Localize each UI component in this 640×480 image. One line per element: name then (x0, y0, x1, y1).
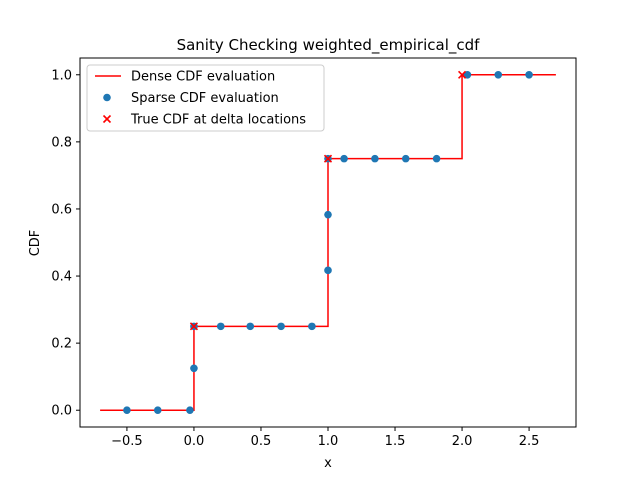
x-axis: −0.5 0.0 0.5 1.0 1.5 2.0 2.5 (111, 427, 539, 449)
true-cdf-marker (457, 70, 467, 79)
chart-title: Sanity Checking weighted_empirical_cdf (177, 36, 481, 55)
x-tick-label: 0.5 (251, 434, 272, 449)
y-tick-label: 0.0 (51, 404, 72, 419)
x-tick-label: 2.0 (452, 434, 473, 449)
y-tick-label: 0.6 (51, 202, 72, 217)
y-tick-label: 0.2 (51, 337, 72, 352)
sparse-cdf-point (324, 210, 332, 219)
sparse-cdf-point (186, 406, 194, 415)
x-tick-label: 2.5 (519, 434, 540, 449)
y-tick-label: 1.0 (51, 68, 72, 83)
sparse-cdf-point (401, 154, 410, 163)
sparse-cdf-point (340, 154, 348, 163)
data-layer (100, 70, 556, 415)
sparse-cdf-point (153, 406, 162, 415)
y-tick-label: 0.8 (51, 135, 72, 150)
y-axis: 0.0 0.2 0.4 0.6 0.8 1.0 (51, 68, 80, 419)
legend-label: Sparse CDF evaluation (131, 91, 279, 106)
legend-x-swatch (102, 114, 112, 124)
true-cdf-marker (189, 322, 199, 331)
sparse-cdf-point (494, 70, 503, 79)
x-tick-label: 1.5 (385, 434, 406, 449)
y-axis-label: CDF (28, 230, 43, 257)
x-axis-label: x (324, 456, 332, 471)
sparse-cdf-point (246, 322, 255, 331)
sparse-cdf-point (324, 266, 332, 275)
x-tick-label: 1.0 (318, 434, 339, 449)
legend-circle-swatch (103, 93, 111, 102)
sparse-cdf-point (123, 406, 131, 415)
sparse-cdf-point (308, 322, 316, 331)
legend-box (86, 64, 325, 132)
sparse-cdf-point (525, 70, 533, 79)
sparse-cdf-point (216, 322, 225, 331)
sparse-cdf-point (371, 154, 379, 163)
legend: Dense CDF evaluation Sparse CDF evaluatio… (86, 64, 325, 132)
x-tick-label: −0.5 (111, 434, 143, 449)
sparse-cdf-point (432, 154, 441, 163)
legend-label: Dense CDF evaluation (131, 70, 275, 85)
sparse-cdf-point (190, 364, 198, 373)
y-tick-label: 0.4 (51, 270, 72, 285)
series-line-dense-cdf (100, 74, 556, 411)
sparse-cdf-point (277, 322, 285, 331)
x-tick-label: 0.0 (184, 434, 205, 449)
sparse-cdf-point (463, 70, 472, 79)
true-cdf-marker (323, 154, 333, 163)
legend-label: True CDF at delta locations (130, 113, 306, 128)
